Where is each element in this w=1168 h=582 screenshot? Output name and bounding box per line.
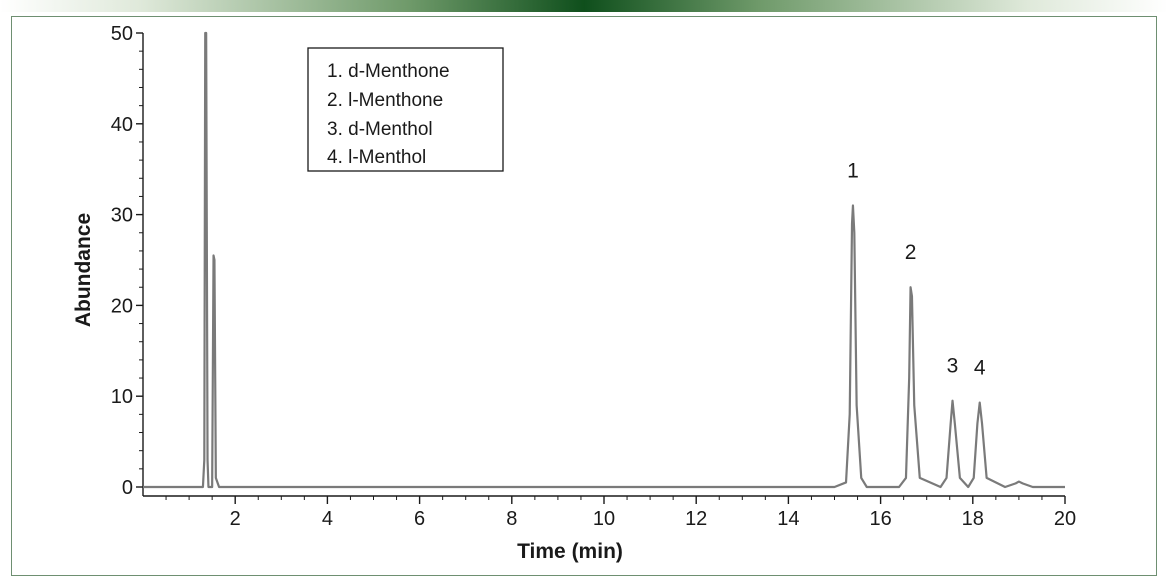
peak-label-1: 1 (847, 160, 859, 183)
peak-label-3: 3 (947, 355, 959, 378)
legend-entry-2: 2. l-Menthone (327, 90, 443, 111)
legend-box (307, 47, 504, 172)
y-axis-title: Abundance (72, 213, 95, 327)
peak-label-2: 2 (905, 241, 917, 264)
legend: 1. d-Menthone 2. l-Menthone 3. d-Menthol… (307, 47, 504, 172)
y-tick-label-10: 10 (111, 386, 133, 408)
y-ticks-group: 0 10 20 30 40 50 (111, 23, 143, 499)
peak-labels-group: 1 2 3 4 (847, 160, 986, 380)
x-tick-label-18: 18 (962, 508, 984, 530)
x-tick-label-6: 6 (414, 508, 425, 530)
peak-label-4: 4 (974, 357, 986, 380)
minor-ticks-group (139, 50, 1043, 500)
x-tick-label-10: 10 (593, 508, 615, 530)
y-tick-label-0: 0 (122, 477, 133, 499)
legend-entry-4: 4. l-Menthol (327, 147, 426, 168)
top-gradient-bar (0, 0, 1168, 12)
x-tick-label-4: 4 (322, 508, 333, 530)
legend-entry-1: 1. d-Menthone (327, 61, 450, 82)
y-tick-label-50: 50 (111, 23, 133, 45)
x-tick-label-2: 2 (230, 508, 241, 530)
x-tick-label-8: 8 (506, 508, 517, 530)
x-tick-label-16: 16 (869, 508, 891, 530)
x-ticks-group: 2 4 6 8 10 12 14 16 18 20 (230, 496, 1076, 530)
x-tick-label-12: 12 (685, 508, 707, 530)
chromatogram-trace (143, 31, 1065, 489)
x-axis-title: Time (min) (517, 540, 623, 563)
y-tick-label-40: 40 (111, 114, 133, 136)
y-tick-label-30: 30 (111, 205, 133, 227)
y-tick-label-20: 20 (111, 295, 133, 317)
x-tick-label-14: 14 (777, 508, 799, 530)
legend-entry-3: 3. d-Menthol (327, 119, 433, 140)
axes-group (142, 33, 1065, 497)
x-tick-label-20: 20 (1054, 508, 1076, 530)
figure-frame (11, 16, 1157, 576)
